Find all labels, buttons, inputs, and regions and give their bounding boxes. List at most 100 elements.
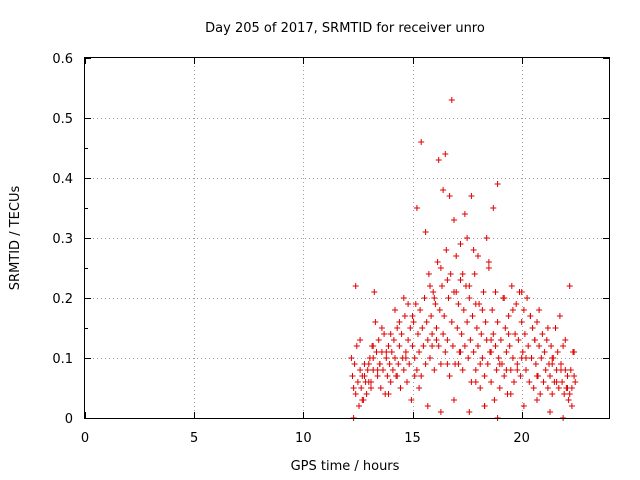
data-point [568,403,575,409]
data-point [470,349,477,355]
data-point [547,373,553,379]
data-point [383,355,390,361]
data-point [390,337,397,343]
data-point [454,325,461,331]
x-tick-label: 15 [404,431,421,446]
data-point [384,373,391,379]
data-point [572,379,579,385]
plot-frame [84,57,610,419]
data-point [488,337,495,343]
data-point [351,361,358,367]
data-point [558,367,564,373]
data-point [539,331,546,337]
x-tick-label: 10 [295,431,312,446]
data-point [547,409,553,415]
data-point [481,373,488,379]
data-point [475,343,481,349]
data-point [431,295,438,301]
data-point [457,277,464,283]
data-point [447,271,454,277]
data-point [478,331,485,337]
data-point [457,241,464,247]
data-point [440,331,447,337]
data-point [461,211,468,217]
data-point [348,355,355,361]
data-point [509,307,516,313]
x-tick-labels: 0 5 10 15 20 [81,431,530,446]
data-point [385,391,392,397]
data-point [410,319,417,325]
data-point [413,367,420,373]
data-point [518,319,525,325]
data-point [372,319,379,325]
data-point [449,343,456,349]
data-point [469,313,476,319]
data-point [377,385,384,391]
data-point [492,289,499,295]
data-point [484,361,491,367]
data-point [527,313,534,319]
data-point [361,373,368,379]
data-point [433,325,440,331]
data-point [455,361,462,367]
data-point [411,373,418,379]
data-point [548,343,555,349]
data-point [468,193,475,199]
data-point [392,307,398,313]
data-point [455,301,462,307]
data-point [489,307,496,313]
data-point [378,325,385,331]
data-point [448,97,455,103]
data-point [509,355,516,361]
data-point [562,337,569,343]
data-point [514,367,521,373]
data-point [439,283,445,289]
data-point [544,385,551,391]
data-point [446,193,453,199]
data-point [565,397,572,403]
data-point [395,361,402,367]
data-point [394,373,401,379]
data-point [490,331,497,337]
data-point [387,379,394,385]
data-point [536,307,543,313]
data-point [409,313,416,319]
data-point [354,379,361,385]
data-point [558,361,564,367]
data-point [540,379,547,385]
data-point [555,385,562,391]
data-point [412,301,419,307]
data-point [519,349,526,355]
data-point [420,343,427,349]
data-point [445,295,452,301]
data-point [556,313,563,319]
data-point [501,295,508,301]
data-point [415,331,421,337]
y-tick-label: 0.2 [52,292,73,307]
data-point [386,361,393,367]
data-point [436,307,443,313]
data-point [472,301,479,307]
data-point [481,403,488,409]
data-point [466,409,473,415]
data-point [429,343,436,349]
data-point [407,325,414,331]
data-point [508,283,515,289]
data-point [537,391,544,397]
data-point [352,283,359,289]
data-point [536,343,543,349]
data-point [421,295,428,301]
data-point [496,385,503,391]
data-point [396,319,403,325]
data-point [477,361,484,367]
data-point [491,397,498,403]
data-point [507,391,514,397]
data-point [512,331,519,337]
data-point [534,397,540,403]
data-point [472,379,479,385]
data-point [564,385,571,391]
x-tick-label: 5 [190,431,198,446]
data-point [514,361,521,367]
data-point [561,391,568,397]
data-point [434,259,441,265]
